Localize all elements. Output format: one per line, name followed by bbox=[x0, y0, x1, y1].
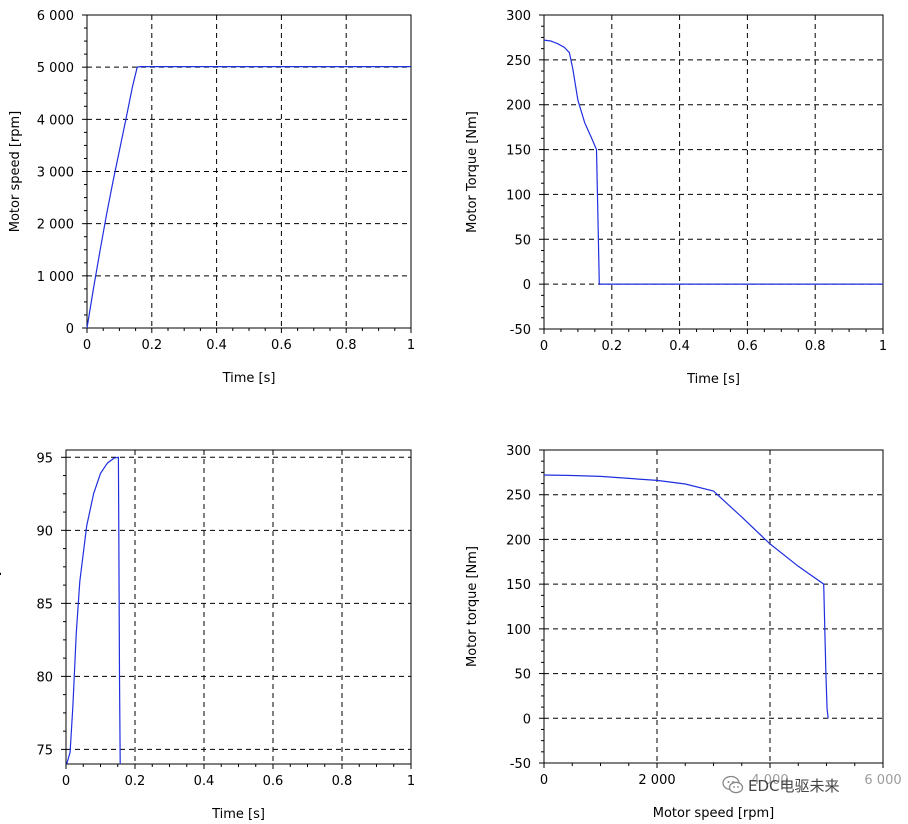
x-tick-label: 0.6 bbox=[263, 774, 284, 789]
y-tick-label: 0 bbox=[523, 712, 531, 727]
wechat-icon bbox=[722, 775, 744, 794]
x-tick-label: 1 bbox=[879, 339, 887, 354]
chart-3: 0 0.2 0.4 0.6 0.8 1 75 80 85 90 95 Time [s] Motor ef… bbox=[0, 449, 415, 822]
plot-area bbox=[543, 14, 884, 330]
series-line-torque-speed bbox=[543, 474, 829, 719]
series-line-torque bbox=[543, 39, 883, 285]
chart-2: 0 0.2 0.4 0.6 0.8 1 -50 0 50 100 150 200 250 300 Time … bbox=[465, 9, 887, 387]
x-tick-label: 0.2 bbox=[601, 339, 622, 354]
x-tick-label: 0 bbox=[540, 339, 548, 354]
x-axis-label: Time [s] bbox=[686, 372, 740, 387]
y-tick-label: 200 bbox=[506, 99, 531, 114]
y-tick-label: 300 bbox=[506, 444, 531, 459]
y-tick-label: 250 bbox=[506, 489, 531, 504]
y-tick-label: 95 bbox=[36, 451, 53, 466]
y-tick-label: 200 bbox=[506, 533, 531, 548]
series-line-speed bbox=[86, 65, 411, 329]
y-tick-label: 2 000 bbox=[37, 218, 74, 233]
x-tick-label: 0.8 bbox=[805, 339, 826, 354]
x-tick-label: 0 bbox=[83, 338, 91, 353]
watermark: EDC电驱未来 bbox=[722, 772, 902, 798]
x-tick-label: 0.4 bbox=[194, 774, 215, 789]
x-axis-label: Time [s] bbox=[222, 371, 276, 386]
plot-area bbox=[543, 449, 884, 764]
series-line-efficiency bbox=[66, 456, 121, 765]
x-tick-label: 0 bbox=[540, 773, 548, 788]
y-tick-label: 1 000 bbox=[37, 270, 74, 285]
y-tick-label: 0 bbox=[66, 322, 74, 337]
x-tick-label: 2 000 bbox=[638, 773, 675, 788]
y-tick-label: 75 bbox=[36, 743, 53, 758]
y-axis-label: Motor Torque [Nm] bbox=[465, 111, 480, 233]
y-tick-label: 80 bbox=[36, 670, 53, 685]
y-axis-label: Motor efficiency [%] bbox=[0, 542, 2, 673]
x-axis-label: Time [s] bbox=[211, 807, 265, 822]
y-tick-label: 6 000 bbox=[37, 9, 74, 24]
y-tick-label: -50 bbox=[510, 757, 531, 772]
x-tick-label: 0.4 bbox=[206, 338, 227, 353]
watermark-text: EDC电驱未来 bbox=[748, 776, 840, 795]
y-tick-label: 90 bbox=[36, 524, 53, 539]
y-tick-label: 50 bbox=[514, 668, 531, 683]
y-axis-label: Motor speed [rpm] bbox=[8, 111, 23, 233]
plot-area bbox=[65, 449, 412, 765]
y-tick-label: 150 bbox=[506, 578, 531, 593]
y-tick-label: 0 bbox=[523, 278, 531, 293]
x-tick-label: 0.8 bbox=[336, 338, 357, 353]
x-tick-label: 0.4 bbox=[669, 339, 690, 354]
y-axis-label: Motor torque [Nm] bbox=[465, 546, 480, 667]
y-tick-label: 4 000 bbox=[37, 113, 74, 128]
y-tick-label: 100 bbox=[506, 623, 531, 638]
x-tick-label: 1 bbox=[407, 774, 415, 789]
chart-1: 0 0.2 0.4 0.6 0.8 1 0 1 000 2 000 3 000 4 000 5 000… bbox=[8, 9, 415, 386]
y-tick-label: 5 000 bbox=[37, 61, 74, 76]
x-tick-label: 0.2 bbox=[125, 774, 146, 789]
y-tick-label: 250 bbox=[506, 54, 531, 69]
y-tick-label: 300 bbox=[506, 9, 531, 24]
y-tick-label: 85 bbox=[36, 597, 53, 612]
y-tick-label: 150 bbox=[506, 144, 531, 159]
y-tick-label: 3 000 bbox=[37, 166, 74, 181]
x-tick-label: 1 bbox=[407, 338, 415, 353]
y-tick-label: 50 bbox=[514, 233, 531, 248]
x-tick-label: 0.6 bbox=[737, 339, 758, 354]
x-tick-label: 0.6 bbox=[271, 338, 292, 353]
y-tick-label: -50 bbox=[510, 323, 531, 338]
x-tick-label: 0.2 bbox=[141, 338, 162, 353]
x-axis-label: Motor speed [rpm] bbox=[653, 806, 775, 821]
x-tick-label: 0 bbox=[62, 774, 70, 789]
x-tick-label: 0.8 bbox=[332, 774, 353, 789]
y-tick-label: 100 bbox=[506, 188, 531, 203]
